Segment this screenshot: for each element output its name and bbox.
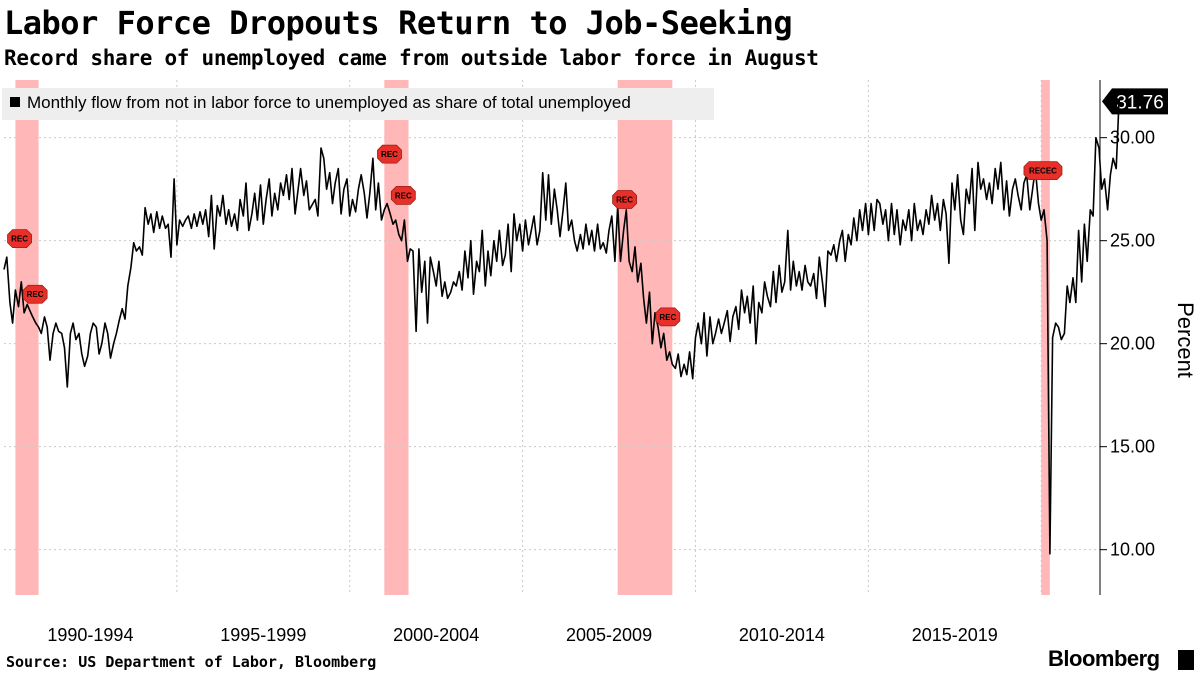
recession-marker-text: REC <box>395 191 412 200</box>
x-tick-label: 1995-1999 <box>220 625 306 645</box>
x-tick-label: 2000-2004 <box>393 625 479 645</box>
recession-band-2 <box>384 80 409 595</box>
last-value-callout: 31.76 <box>1102 88 1168 115</box>
recession-marker-shape <box>377 144 402 164</box>
terminal-icon <box>1178 650 1194 670</box>
recession-marker: RECEC <box>1023 161 1063 181</box>
source-note: Source: US Department of Labor, Bloomber… <box>6 653 377 671</box>
x-tick-label: 2005-2009 <box>566 625 652 645</box>
x-tick-label: 2010-2014 <box>739 625 825 645</box>
recession-marker-shape <box>22 284 48 304</box>
recession-bands <box>15 80 1050 595</box>
recession-marker: REC <box>612 190 638 209</box>
recession-marker: REC <box>390 185 416 205</box>
y-tick-label: 30.00 <box>1110 128 1155 148</box>
axis-labels: Percent 1990-1994 1995-1999 2000-2004 2005-… <box>47 302 1198 645</box>
legend: Monthly flow from not in labor force to … <box>2 88 714 120</box>
y-tick-label: 10.00 <box>1110 540 1155 560</box>
recession-marker-shape <box>7 229 32 249</box>
recession-marker-text: REC <box>381 150 398 159</box>
series-line <box>3 101 1120 555</box>
series <box>3 101 1120 555</box>
x-tick-label: 2015-2019 <box>912 625 998 645</box>
recession-marker-text: REC <box>659 313 676 322</box>
y-tick-label: 20.00 <box>1110 334 1155 354</box>
recession-marker-text: REC <box>11 235 28 244</box>
recession-marker-shape <box>612 190 638 209</box>
recession-band-1 <box>15 80 39 595</box>
recession-marker: REC <box>655 307 681 327</box>
grid-lines <box>4 80 1100 595</box>
legend-label: Monthly flow from not in labor force to … <box>27 93 631 112</box>
recession-marker-shape <box>390 185 416 205</box>
legend-swatch <box>10 97 20 107</box>
legend-background <box>2 88 714 120</box>
recession-marker: REC <box>22 284 48 304</box>
y-tick-label: 25.00 <box>1110 231 1155 251</box>
last-value-label: 31.76 <box>1116 92 1164 113</box>
recession-marker-text: RECEC <box>1029 167 1057 176</box>
y-tick-label: 15.00 <box>1110 437 1155 457</box>
chart-title: Labor Force Dropouts Return to Job-Seeki… <box>4 4 793 42</box>
recession-marker-shape <box>1023 161 1063 181</box>
recession-marker-text: REC <box>27 290 44 299</box>
recession-marker-shape <box>655 307 681 327</box>
recession-markers: REC REC REC REC REC REC RECEC <box>7 144 1063 327</box>
chart-subtitle: Record share of unemployed came from out… <box>4 46 819 70</box>
y-axis-label: Percent <box>1173 302 1198 378</box>
recession-marker: REC <box>7 229 32 249</box>
recession-band-4 <box>1041 80 1050 595</box>
axes: 10.00 15.00 20.00 25.00 30.00 31.76 <box>1099 80 1168 595</box>
recession-marker: REC <box>377 144 402 164</box>
bloomberg-logo: Bloomberg <box>1048 646 1160 671</box>
x-tick-label: 1990-1994 <box>47 625 133 645</box>
recession-marker-text: REC <box>616 195 633 204</box>
